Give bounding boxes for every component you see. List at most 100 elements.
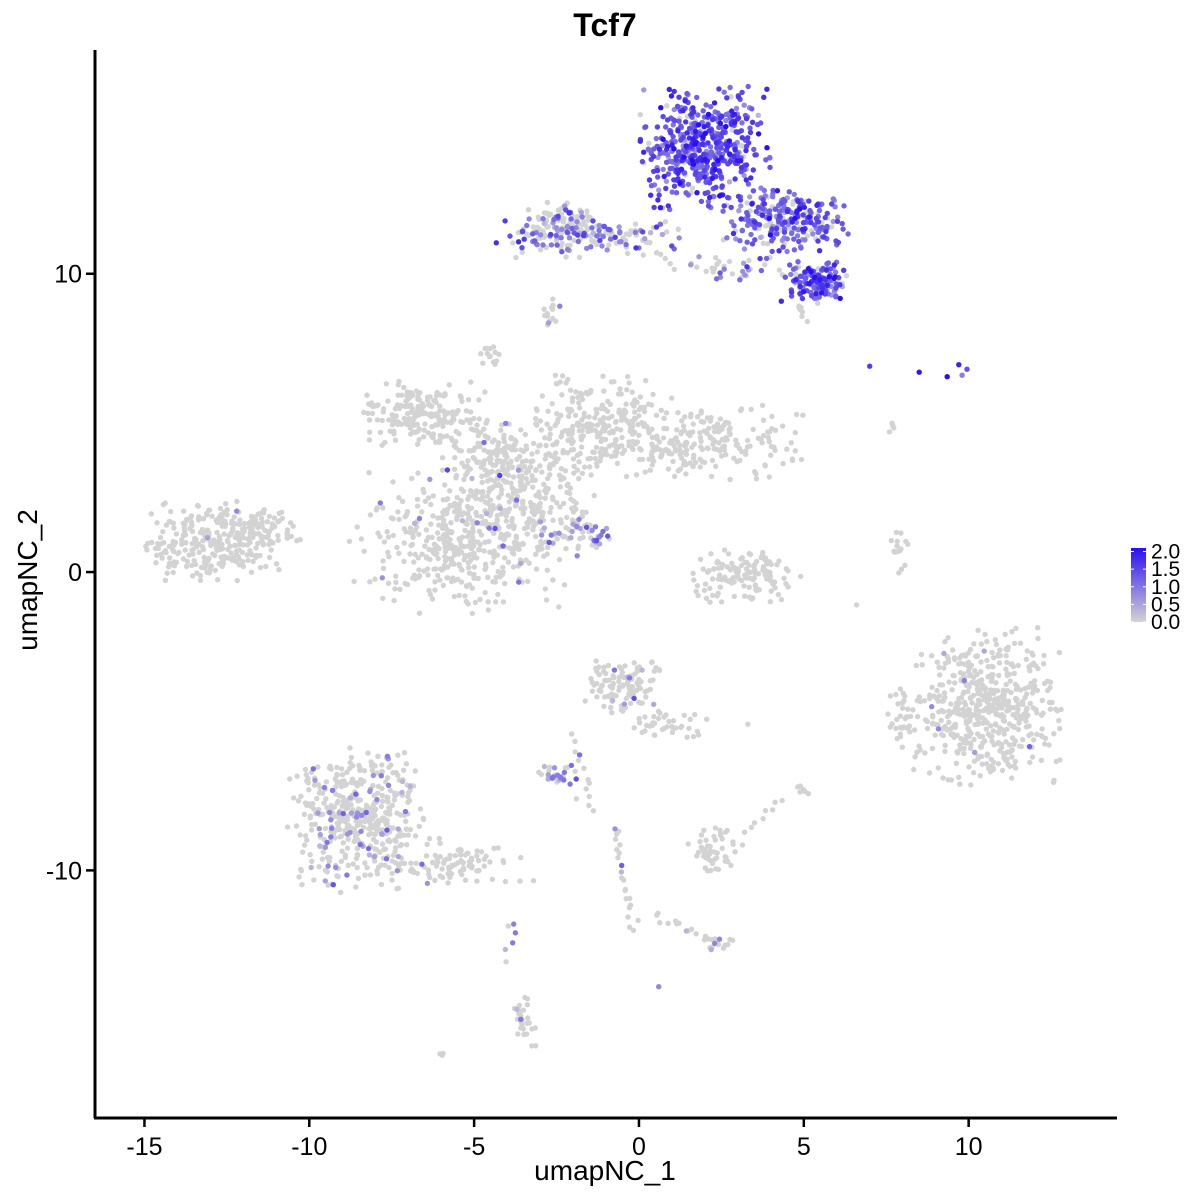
cell-point <box>715 559 722 566</box>
cell-point <box>677 447 683 453</box>
cell-point <box>266 554 273 561</box>
cell-point <box>510 551 517 557</box>
cell-point <box>475 432 481 439</box>
cell-point <box>439 455 446 461</box>
cell-point <box>610 681 616 688</box>
cell-point <box>636 715 642 722</box>
cell-point <box>437 854 443 860</box>
cell-point <box>593 544 600 551</box>
cell-point <box>1032 683 1038 689</box>
cell-point-expressing <box>617 229 623 235</box>
cell-point <box>653 412 660 418</box>
cell-point <box>208 563 214 569</box>
cell-point <box>593 658 599 664</box>
cell-point <box>216 560 222 567</box>
cell-point-expressing <box>671 117 678 124</box>
cell-point <box>709 457 716 464</box>
cell-point <box>315 764 321 770</box>
cell-point <box>623 695 629 702</box>
cell-point <box>445 880 451 886</box>
cell-point-expressing <box>655 197 661 203</box>
cell-point <box>377 849 383 855</box>
cell-point-expressing <box>673 154 679 160</box>
cell-point <box>428 403 435 409</box>
cell-point-expressing <box>656 984 662 990</box>
cell-point-expressing <box>713 276 720 282</box>
cell-point-expressing <box>717 270 723 276</box>
cell-point <box>550 517 556 523</box>
cell-point <box>578 444 585 450</box>
y-tick-label: 0 <box>68 559 82 587</box>
cell-point <box>780 460 786 467</box>
cell-point <box>647 723 653 729</box>
cell-point-expressing <box>660 113 666 120</box>
cell-point <box>971 641 977 647</box>
cell-point <box>975 721 982 727</box>
cell-point <box>929 745 936 752</box>
cell-point <box>719 564 725 571</box>
cell-point-expressing <box>816 294 822 300</box>
cell-point <box>649 426 655 432</box>
cell-point <box>561 582 568 588</box>
cell-point <box>973 704 980 710</box>
cell-point-expressing <box>344 872 350 878</box>
cell-point <box>317 785 323 791</box>
cell-point-expressing <box>681 154 687 160</box>
cell-point <box>897 686 904 692</box>
cell-point <box>539 546 545 552</box>
cell-point <box>483 853 489 859</box>
cell-point <box>631 403 637 409</box>
cell-point <box>530 224 537 230</box>
cell-point <box>547 426 553 432</box>
cell-point-expressing <box>459 518 466 524</box>
cell-point-expressing <box>656 187 662 193</box>
cell-point <box>428 411 434 417</box>
cell-point <box>594 422 601 428</box>
cell-point <box>594 410 600 416</box>
cell-point-expressing <box>831 275 837 281</box>
cell-point-expressing <box>515 239 522 245</box>
cell-point <box>591 492 597 499</box>
cell-point <box>404 421 410 428</box>
cell-point <box>916 743 922 749</box>
cell-point <box>543 442 549 449</box>
cell-point-expressing <box>814 202 820 208</box>
cell-point <box>699 458 705 465</box>
cell-point <box>469 610 475 617</box>
cell-point-expressing <box>745 135 751 141</box>
cell-point-expressing <box>833 294 839 300</box>
cell-point <box>719 845 725 851</box>
cell-point <box>476 546 483 553</box>
cell-point <box>237 541 243 548</box>
cell-point <box>995 699 1001 705</box>
cell-point <box>1003 666 1009 672</box>
cell-point <box>255 523 262 530</box>
cell-point <box>557 504 563 510</box>
cell-point <box>593 444 600 451</box>
cell-point <box>440 1050 446 1057</box>
cell-point <box>703 837 709 843</box>
cell-point <box>553 380 560 387</box>
cell-point-expressing <box>513 497 520 503</box>
cell-point-expressing <box>324 839 330 846</box>
cell-point <box>482 389 488 395</box>
cell-point <box>366 470 372 476</box>
cell-point-expressing <box>692 141 698 147</box>
x-axis-label: umapNC_1 <box>534 1155 676 1186</box>
cell-point <box>346 538 353 544</box>
cell-point-expressing <box>743 147 749 154</box>
cell-point <box>358 536 365 542</box>
cell-point-expressing <box>651 701 657 707</box>
cell-point <box>432 587 438 593</box>
cell-point-expressing <box>695 175 701 181</box>
cell-point <box>961 750 967 757</box>
cell-point <box>518 482 524 489</box>
cell-point <box>453 439 459 445</box>
cell-point <box>166 518 172 525</box>
cell-point <box>972 668 978 674</box>
cell-point <box>391 428 397 434</box>
cell-point <box>1009 775 1015 781</box>
cell-point <box>600 668 607 675</box>
cell-point-expressing <box>561 203 568 209</box>
cell-point-expressing <box>788 271 794 278</box>
